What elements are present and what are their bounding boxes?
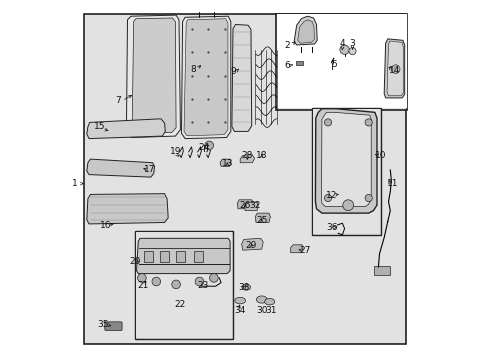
Circle shape: [209, 274, 218, 282]
Circle shape: [204, 141, 213, 150]
Polygon shape: [220, 159, 230, 166]
Polygon shape: [183, 19, 227, 136]
Circle shape: [390, 65, 399, 73]
Polygon shape: [126, 15, 180, 138]
Text: 18: 18: [256, 151, 267, 160]
Text: 4: 4: [339, 40, 345, 49]
Bar: [136, 232, 231, 338]
Bar: [311, 108, 380, 235]
Bar: [277, 15, 406, 109]
Bar: [84, 14, 406, 344]
Circle shape: [152, 277, 160, 286]
Polygon shape: [255, 213, 270, 222]
Text: 12: 12: [325, 191, 337, 199]
Polygon shape: [237, 200, 253, 209]
Bar: [176, 251, 185, 262]
Text: 9: 9: [230, 68, 235, 77]
Text: 7: 7: [115, 96, 121, 105]
Circle shape: [195, 277, 203, 286]
Circle shape: [365, 194, 371, 202]
Text: 33: 33: [238, 283, 249, 292]
Bar: [143, 251, 152, 262]
Polygon shape: [87, 119, 165, 139]
Ellipse shape: [264, 298, 274, 305]
Text: 11: 11: [386, 179, 398, 188]
Polygon shape: [136, 238, 230, 274]
Polygon shape: [244, 202, 258, 211]
Ellipse shape: [256, 296, 266, 303]
Bar: [134, 231, 232, 339]
Polygon shape: [241, 238, 263, 250]
Text: 5: 5: [330, 60, 336, 69]
Text: 21: 21: [137, 281, 148, 289]
Circle shape: [137, 274, 146, 282]
Text: 34: 34: [234, 306, 245, 315]
Ellipse shape: [234, 297, 245, 304]
Text: 32: 32: [248, 202, 260, 210]
Text: 14: 14: [388, 66, 400, 75]
Circle shape: [339, 45, 348, 54]
Text: 35: 35: [98, 320, 109, 329]
Bar: [373, 266, 389, 275]
Polygon shape: [181, 16, 230, 139]
Text: 20: 20: [129, 256, 140, 265]
Text: 36: 36: [325, 223, 337, 232]
Bar: [85, 15, 405, 343]
FancyBboxPatch shape: [104, 322, 122, 330]
Text: 10: 10: [374, 151, 386, 160]
Text: 2: 2: [284, 40, 289, 49]
Text: 3: 3: [349, 40, 355, 49]
Text: 31: 31: [265, 306, 277, 315]
Text: 22: 22: [174, 300, 185, 309]
Text: 8: 8: [190, 65, 196, 74]
Circle shape: [171, 280, 180, 289]
Text: 16: 16: [100, 220, 111, 230]
Circle shape: [342, 200, 353, 211]
Polygon shape: [294, 16, 317, 45]
Polygon shape: [297, 20, 314, 43]
Bar: [313, 109, 379, 234]
Circle shape: [365, 119, 371, 126]
Text: 25: 25: [256, 216, 267, 225]
Polygon shape: [87, 194, 168, 224]
Polygon shape: [132, 18, 176, 134]
Text: 17: 17: [144, 165, 156, 174]
Text: 6: 6: [284, 61, 289, 70]
Text: 13: 13: [221, 159, 232, 168]
Polygon shape: [315, 109, 376, 213]
Polygon shape: [321, 112, 370, 207]
Text: 1: 1: [72, 179, 78, 188]
Bar: [194, 251, 203, 262]
Bar: [160, 251, 168, 262]
Circle shape: [324, 119, 331, 126]
Polygon shape: [386, 41, 403, 96]
Text: 24: 24: [198, 143, 209, 152]
Circle shape: [324, 194, 331, 202]
Bar: [276, 14, 406, 108]
Text: 29: 29: [245, 241, 256, 250]
Polygon shape: [87, 159, 154, 177]
Text: 30: 30: [256, 306, 267, 315]
Text: 23: 23: [197, 281, 208, 289]
Polygon shape: [231, 24, 251, 131]
Polygon shape: [384, 39, 404, 98]
Text: 28: 28: [241, 151, 253, 160]
Text: 19: 19: [170, 148, 182, 156]
Text: 15: 15: [94, 122, 105, 131]
Text: 26: 26: [239, 202, 250, 210]
Polygon shape: [240, 154, 254, 163]
Bar: [296, 61, 302, 65]
Bar: [276, 14, 407, 110]
Polygon shape: [290, 245, 302, 253]
Ellipse shape: [242, 284, 250, 290]
Text: 27: 27: [299, 246, 310, 255]
Circle shape: [348, 48, 355, 55]
